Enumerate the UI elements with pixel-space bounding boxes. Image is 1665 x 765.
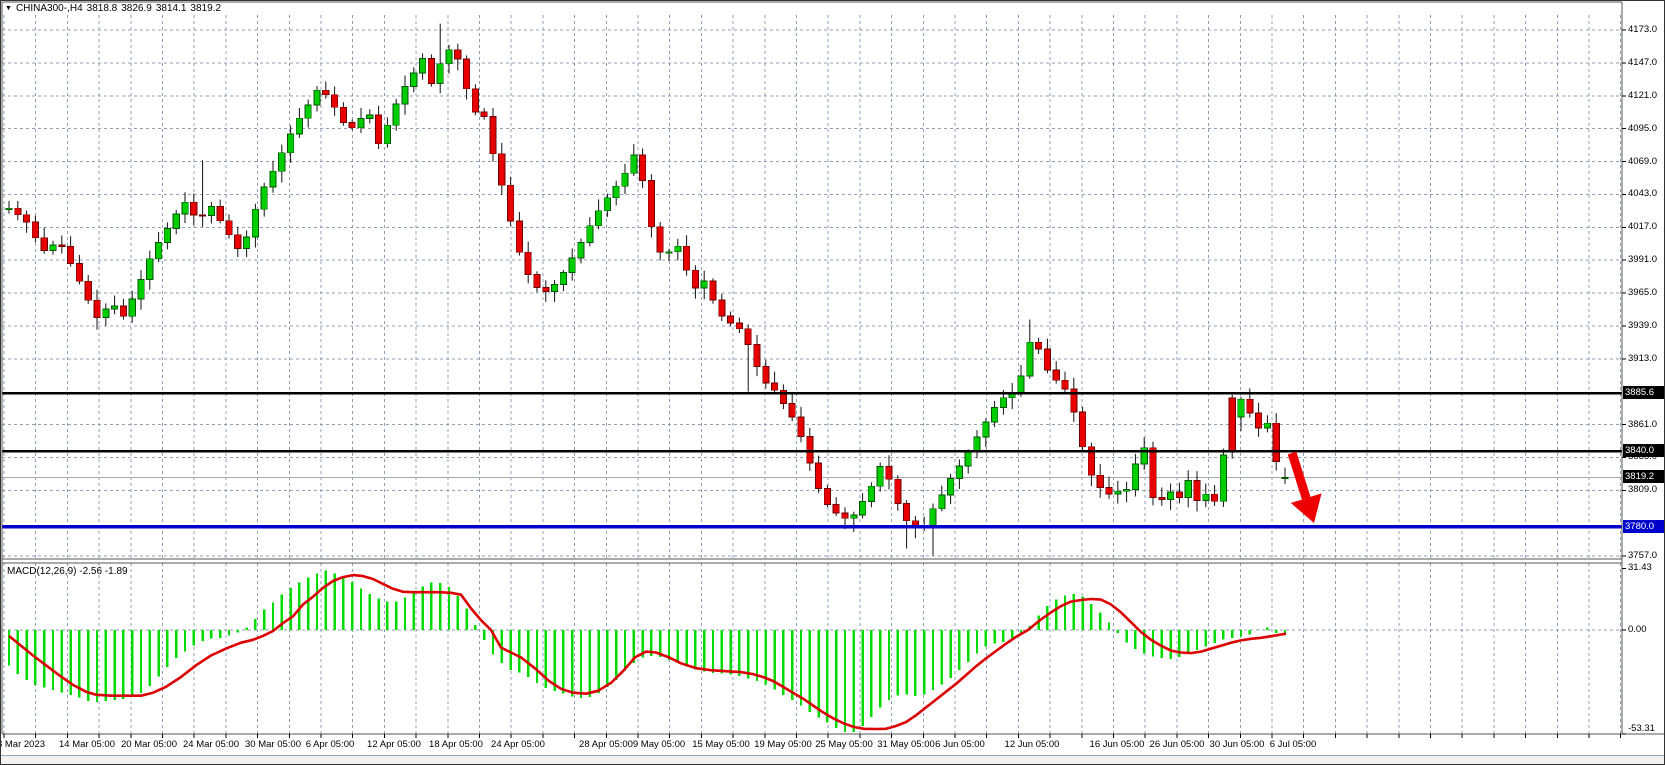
price-tick-label: 4121.0 — [1628, 90, 1658, 101]
macd-name: MACD(12,26,9) — [7, 566, 77, 577]
price-tick-label: 3939.0 — [1628, 320, 1658, 331]
price-tick-label: 3861.0 — [1628, 419, 1658, 430]
price-tick-label: 3757.0 — [1628, 550, 1658, 561]
time-tick-label: 24 Apr 05:00 — [491, 739, 545, 750]
horizontal-level-lines[interactable] — [2, 392, 1622, 529]
time-tick-label: 26 Jun 05:00 — [1149, 739, 1205, 750]
price-tick-label: 4147.0 — [1628, 57, 1658, 68]
ohlc-low: 3814.1 — [155, 3, 187, 14]
gridlines — [2, 15, 1622, 734]
time-tick-label: 19 May 05:00 — [754, 739, 812, 750]
status-strip — [1, 755, 1664, 764]
price-tick-label: 4017.0 — [1628, 221, 1658, 232]
panel-borders — [1, 1, 1664, 735]
time-tick-label: 8 Mar 2023 — [0, 739, 46, 750]
macd-indicator-label: MACD(12,26,9) -2.56 -1.89 — [7, 566, 128, 577]
time-tick-label: 31 May 05:00 — [877, 739, 935, 750]
time-tick-label: 30 Mar 05:00 — [245, 739, 301, 750]
macd-scale-label: -53.31 — [1628, 723, 1655, 734]
time-tick-label: 18 Apr 05:00 — [429, 739, 483, 750]
time-tick-label: 25 May 05:00 — [815, 739, 873, 750]
time-tick-label: 20 Mar 05:00 — [121, 739, 177, 750]
time-tick-label: 15 May 05:00 — [692, 739, 750, 750]
price-badge-3885.6: 3885.6 — [1623, 386, 1664, 399]
price-badge-3780.0: 3780.0 — [1623, 520, 1664, 533]
price-tick-label: 4043.0 — [1628, 188, 1658, 199]
price-tick-label: 4173.0 — [1628, 24, 1658, 35]
time-tick-label: 16 Jun 05:00 — [1089, 739, 1145, 750]
time-tick-label: 6 Jul 05:00 — [1269, 739, 1317, 750]
time-tick-label: 14 Mar 05:00 — [59, 739, 115, 750]
ohlc-close: 3819.2 — [190, 3, 222, 14]
time-tick-label: 30 Jun 05:00 — [1209, 739, 1265, 750]
price-tick-label: 3965.0 — [1628, 287, 1658, 298]
time-tick-label: 12 Apr 05:00 — [367, 739, 421, 750]
macd-values: -2.56 -1.89 — [79, 566, 128, 577]
down-arrow-object[interactable] — [1287, 451, 1322, 523]
price-tick-label: 3913.0 — [1628, 353, 1658, 364]
axis-tick-marks — [3, 29, 1626, 738]
ohlc-high: 3826.9 — [121, 3, 152, 14]
time-tick-label: 12 Jun 05:00 — [1004, 739, 1060, 750]
time-tick-label: 9 May 05:00 — [632, 739, 686, 750]
price-tick-label: 3809.0 — [1628, 484, 1658, 495]
macd-scale-label: 0.00 — [1628, 624, 1647, 635]
chart-title: ▼ CHINA300-,H4 3818.8 3826.9 3814.1 3819… — [5, 3, 221, 14]
time-tick-label: 6 Apr 05:00 — [305, 739, 355, 750]
ohlc-open: 3818.8 — [86, 3, 118, 14]
price-tick-label: 4095.0 — [1628, 123, 1658, 134]
price-tick-label: 3991.0 — [1628, 254, 1658, 265]
symbol-dropdown-icon[interactable]: ▼ — [5, 5, 12, 12]
price-badge-3840.0: 3840.0 — [1623, 444, 1664, 457]
macd-signal-line — [8, 573, 1287, 731]
price-badge-3819.2: 3819.2 — [1623, 470, 1664, 483]
price-tick-label: 4069.0 — [1628, 156, 1658, 167]
time-tick-label: 28 Apr 05:00 — [579, 739, 633, 750]
symbol-timeframe-label: CHINA300-,H4 — [15, 3, 83, 14]
macd-scale-label: 31.43 — [1628, 562, 1652, 573]
candles-layer — [5, 23, 1289, 556]
time-tick-label: 24 Mar 05:00 — [183, 739, 239, 750]
time-tick-label: 6 Jun 05:00 — [935, 739, 985, 750]
macd-histogram — [7, 570, 1287, 733]
